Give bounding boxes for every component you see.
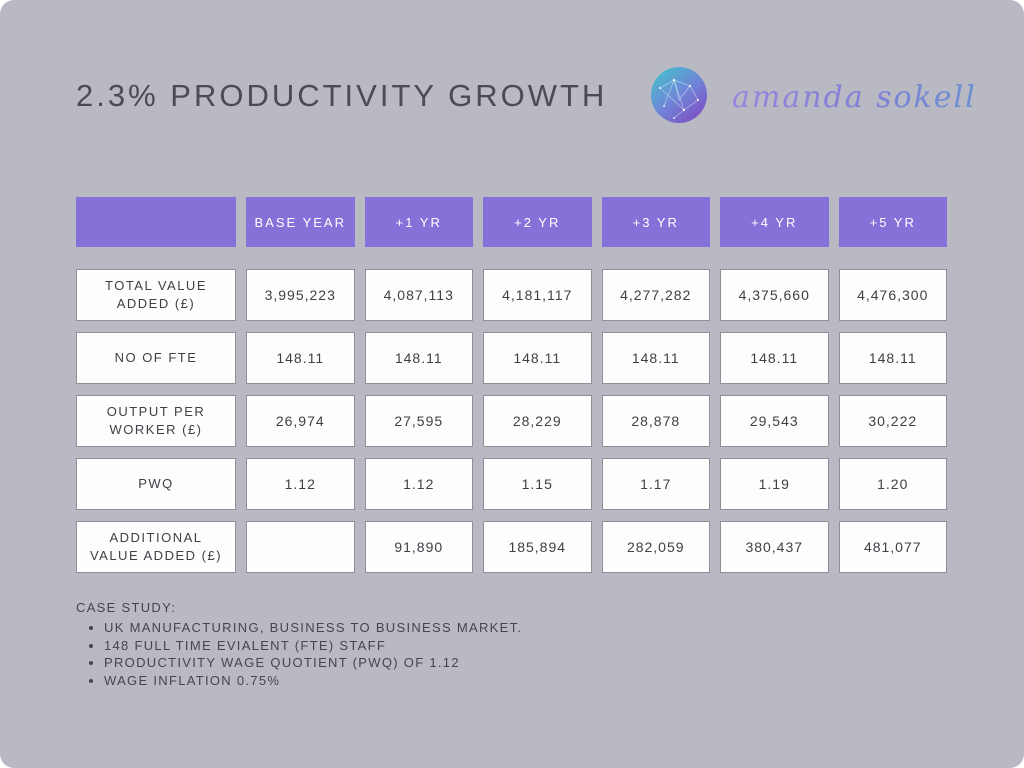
table-cell: 1.19 [720,458,829,510]
table-header-cell: +3 YR [601,197,710,247]
table-cell: 30,222 [838,395,947,447]
table-cell: 148.11 [838,332,947,384]
table-cell: 27,595 [364,395,473,447]
table-cell: 4,087,113 [364,269,473,321]
table-cell: 282,059 [601,521,710,573]
table-cell: 4,476,300 [838,269,947,321]
brand-logo-icon [650,66,708,129]
table-cell: 28,229 [483,395,592,447]
table-cell: 148.11 [364,332,473,384]
table-cell: 91,890 [364,521,473,573]
table-cell: 28,878 [601,395,710,447]
table-row: TOTAL VALUE ADDED (£) 3,995,223 4,087,11… [76,269,947,321]
table-cell: 1.17 [601,458,710,510]
row-label: PWQ [76,458,236,510]
list-item: UK MANUFACTURING, BUSINESS TO BUSINESS M… [104,621,522,635]
table-row: NO OF FTE 148.11 148.11 148.11 148.11 14… [76,332,947,384]
table-row: OUTPUT PER WORKER (£) 26,974 27,595 28,2… [76,395,947,447]
table-header-cell: +4 YR [720,197,829,247]
table-cell: 26,974 [246,395,355,447]
brand-name: amanda sokell [732,80,977,115]
table-cell: 3,995,223 [246,269,355,321]
productivity-table: BASE YEAR +1 YR +2 YR +3 YR +4 YR +5 YR … [76,197,947,584]
table-cell: 1.15 [483,458,592,510]
table-cell: 148.11 [601,332,710,384]
page-title: 2.3% PRODUCTIVITY GROWTH [76,78,608,113]
table-cell: 4,375,660 [720,269,829,321]
table-row: ADDITIONAL VALUE ADDED (£) 91,890 185,89… [76,521,947,573]
table-cell: 29,543 [720,395,829,447]
table-cell: 1.20 [838,458,947,510]
table-header-cell: BASE YEAR [246,197,355,247]
table-cell: 4,277,282 [601,269,710,321]
list-item: 148 FULL TIME EVIALENT (FTE) STAFF [104,638,522,653]
table-header-cell: +2 YR [483,197,592,247]
row-label: ADDITIONAL VALUE ADDED (£) [76,521,236,573]
table-header-row: BASE YEAR +1 YR +2 YR +3 YR +4 YR +5 YR [76,197,947,247]
table-cell: 148.11 [246,332,355,384]
table-cell: 481,077 [838,521,947,573]
table-cell: 4,181,117 [483,269,592,321]
table-cell: 380,437 [720,521,829,573]
row-label: NO OF FTE [76,332,236,384]
table-header-cell: +5 YR [838,197,947,247]
row-label: OUTPUT PER WORKER (£) [76,395,236,447]
list-item: WAGE INFLATION 0.75% [104,674,522,688]
brand: amanda sokell [650,66,977,129]
table-cell: 1.12 [246,458,355,510]
table-cell: 148.11 [483,332,592,384]
table-cell [246,521,355,573]
case-study: CASE STUDY: UK MANUFACTURING, BUSINESS T… [76,600,522,692]
table-header-cell [76,197,236,247]
table-cell: 148.11 [720,332,829,384]
table-cell: 1.12 [364,458,473,510]
list-item: PRODUCTIVITY WAGE QUOTIENT (PWQ) OF 1.12 [104,656,522,670]
case-study-heading: CASE STUDY: [76,600,177,615]
case-study-list: UK MANUFACTURING, BUSINESS TO BUSINESS M… [104,621,522,688]
row-label: TOTAL VALUE ADDED (£) [76,269,236,321]
table-row: PWQ 1.12 1.12 1.15 1.17 1.19 1.20 [76,458,947,510]
table-header-cell: +1 YR [364,197,473,247]
table-cell: 185,894 [483,521,592,573]
